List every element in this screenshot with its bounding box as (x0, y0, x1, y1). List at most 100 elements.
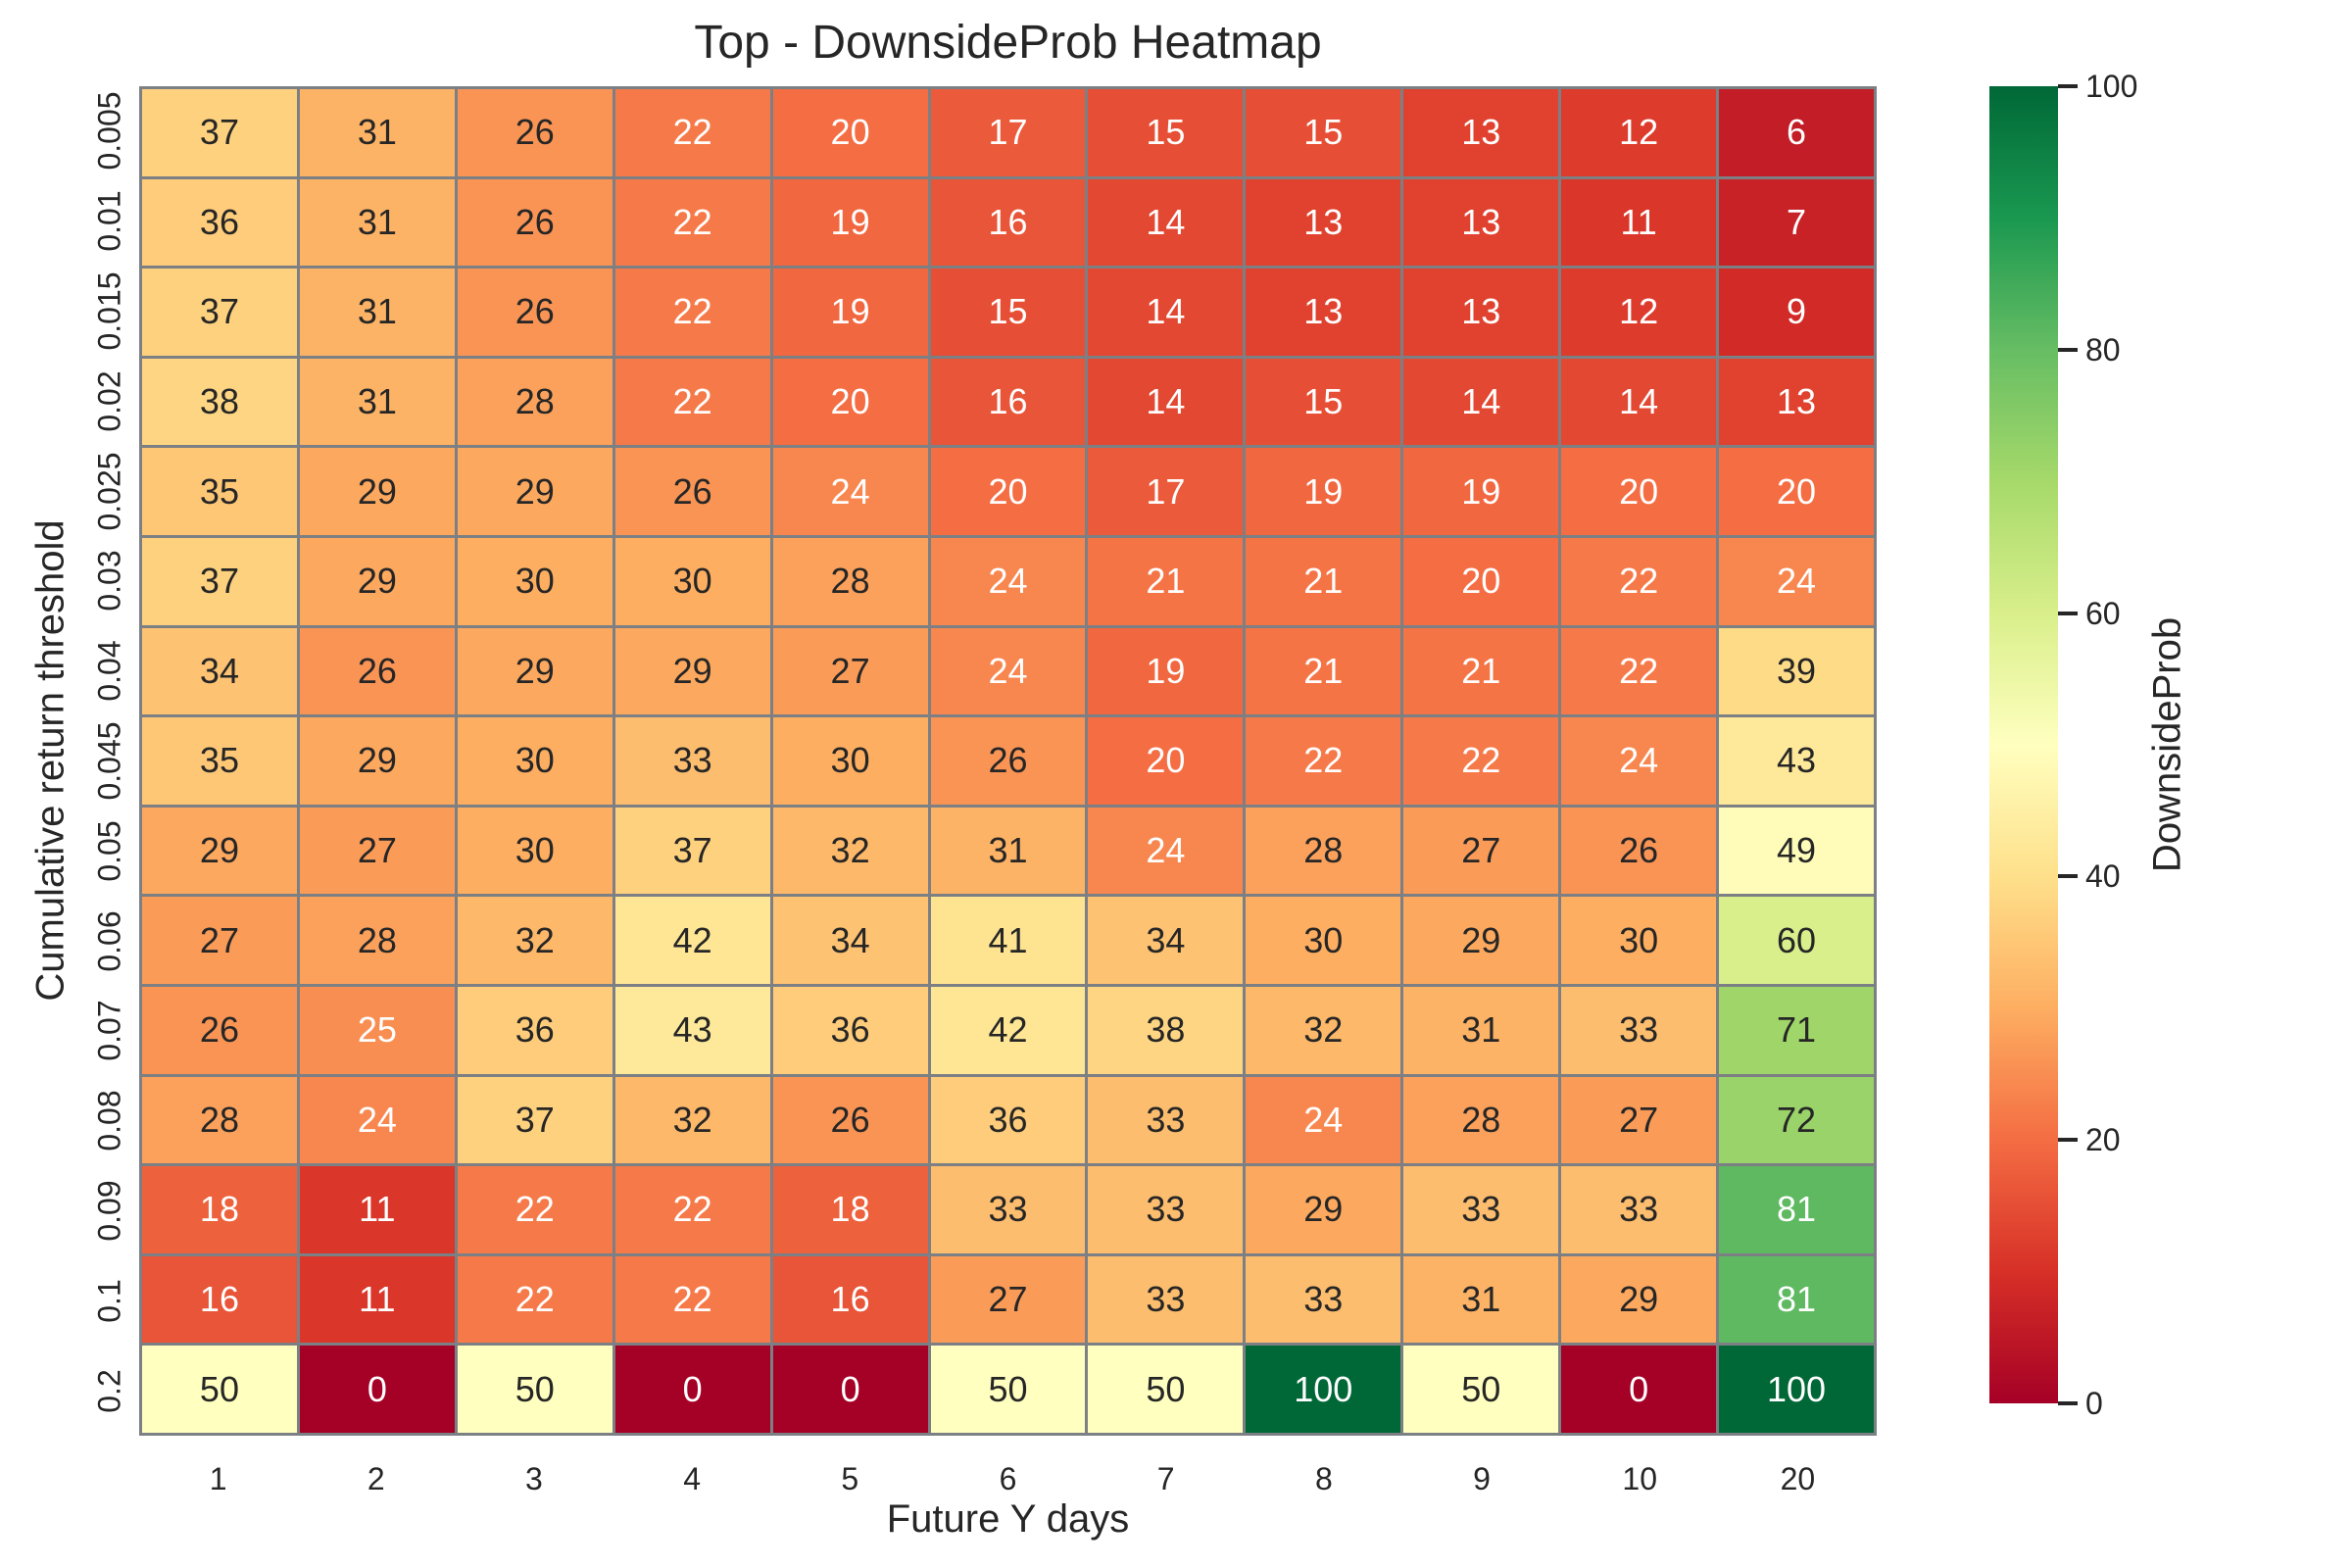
y-tick-label: 0.04 (91, 640, 127, 702)
colorbar-gradient (1989, 86, 2058, 1403)
heatmap-cell: 33 (1088, 1076, 1244, 1164)
y-tick-label: 0.09 (91, 1180, 127, 1242)
heatmap-cell: 20 (930, 448, 1086, 535)
heatmap-cell: 29 (457, 448, 612, 535)
heatmap-cell: 9 (1719, 269, 1874, 356)
colorbar-tick-label: 80 (2085, 331, 2121, 368)
heatmap-cell: 37 (142, 537, 297, 625)
colorbar-tick-mark (2058, 874, 2078, 879)
heatmap-cell: 0 (614, 1346, 770, 1433)
heatmap-cell: 31 (930, 807, 1086, 895)
x-tick-label: 7 (1156, 1461, 1175, 1496)
heatmap-cell: 21 (1246, 627, 1401, 715)
heatmap-cell: 19 (772, 269, 928, 356)
heatmap-cell: 19 (1246, 448, 1401, 535)
heatmap-cell: 21 (1403, 627, 1559, 715)
colorbar-tick-label: 0 (2085, 1386, 2103, 1421)
heatmap-cell: 37 (142, 269, 297, 356)
heatmap-cell: 20 (1088, 717, 1244, 805)
colorbar-tick-mark (2058, 347, 2078, 352)
heatmap-cell: 71 (1719, 986, 1874, 1074)
chart-title: Top - DownsideProb Heatmap (694, 17, 1322, 69)
heatmap-cell: 13 (1246, 269, 1401, 356)
heatmap-cell: 50 (142, 1346, 297, 1433)
heatmap-cell: 19 (1088, 627, 1244, 715)
heatmap-cell: 0 (1561, 1346, 1717, 1433)
heatmap-cell: 29 (457, 627, 612, 715)
heatmap-cell: 14 (1088, 178, 1244, 267)
heatmap-cell: 34 (1088, 897, 1244, 984)
heatmap-cell: 13 (1719, 358, 1874, 446)
heatmap-cell: 29 (1561, 1255, 1717, 1344)
heatmap-cell: 16 (930, 178, 1086, 267)
heatmap-cell: 20 (772, 358, 928, 446)
heatmap-cell: 29 (299, 537, 455, 625)
heatmap-cell: 100 (1719, 1346, 1874, 1433)
heatmap-cell: 30 (457, 537, 612, 625)
y-tick-label: 0.01 (91, 190, 127, 252)
y-tick-label: 0.1 (91, 1279, 127, 1323)
heatmap-cell: 26 (457, 178, 612, 267)
heatmap-cell: 27 (1403, 807, 1559, 895)
x-tick-label: 3 (525, 1461, 543, 1496)
heatmap-cell: 11 (1561, 178, 1717, 267)
heatmap-cell: 16 (772, 1255, 928, 1344)
heatmap-cell: 32 (614, 1076, 770, 1164)
heatmap-cell: 22 (1561, 537, 1717, 625)
heatmap-cell: 26 (614, 448, 770, 535)
heatmap-cell: 33 (1561, 986, 1717, 1074)
colorbar-tick-mark (2058, 1401, 2078, 1405)
heatmap-cell: 31 (299, 269, 455, 356)
heatmap-cell: 32 (772, 807, 928, 895)
heatmap-cell: 0 (299, 1346, 455, 1433)
heatmap-cell: 26 (142, 986, 297, 1074)
heatmap-cell: 15 (1088, 89, 1244, 176)
heatmap-cell: 7 (1719, 178, 1874, 267)
heatmap-cell: 33 (1088, 1255, 1244, 1344)
heatmap-cell: 24 (930, 627, 1086, 715)
heatmap-cell: 28 (1246, 807, 1401, 895)
y-tick-label: 0.03 (91, 550, 127, 612)
heatmap-cell: 19 (1403, 448, 1559, 535)
heatmap-cell: 30 (1561, 897, 1717, 984)
heatmap-cell: 43 (1719, 717, 1874, 805)
y-tick-label: 0.045 (91, 721, 127, 801)
heatmap-cell: 24 (1561, 717, 1717, 805)
x-tick-label: 1 (209, 1461, 227, 1496)
colorbar-tick-mark (2058, 611, 2078, 615)
heatmap-cell: 20 (1561, 448, 1717, 535)
y-tick-label: 0.025 (91, 452, 127, 531)
heatmap-cell: 30 (1246, 897, 1401, 984)
heatmap-cell: 13 (1403, 89, 1559, 176)
heatmap-cell: 32 (457, 897, 612, 984)
heatmap-cell: 25 (299, 986, 455, 1074)
x-tick-label: 4 (683, 1461, 702, 1496)
heatmap-cell: 26 (930, 717, 1086, 805)
heatmap-cell: 26 (299, 627, 455, 715)
colorbar: DownsideProb 0 20 40 60 80 100 (1989, 69, 2352, 1421)
heatmap-cell: 37 (457, 1076, 612, 1164)
heatmap-cell: 36 (457, 986, 612, 1074)
y-tick-label: 0.05 (91, 820, 127, 882)
heatmap-cell: 14 (1561, 358, 1717, 446)
colorbar-tick-label: 40 (2085, 858, 2121, 895)
heatmap-cell: 29 (299, 717, 455, 805)
heatmap-cell: 24 (1088, 807, 1244, 895)
heatmap-cell: 33 (1246, 1255, 1401, 1344)
heatmap-cell: 31 (299, 358, 455, 446)
heatmap-cell: 13 (1246, 178, 1401, 267)
heatmap-cell: 27 (772, 627, 928, 715)
heatmap-cell: 22 (614, 1166, 770, 1253)
y-tick-label: 0.005 (91, 91, 127, 171)
heatmap-cell: 29 (614, 627, 770, 715)
heatmap-cell: 50 (457, 1346, 612, 1433)
x-tick-label: 6 (999, 1461, 1017, 1496)
heatmap-cell: 27 (930, 1255, 1086, 1344)
heatmap-cell: 36 (142, 178, 297, 267)
y-tick-labels: 0.005 0.01 0.015 0.02 0.025 0.03 0.04 0.045 0.05… (71, 86, 131, 1436)
heatmap-cell: 50 (1403, 1346, 1559, 1433)
heatmap-cell: 22 (614, 269, 770, 356)
heatmap-cell: 49 (1719, 807, 1874, 895)
heatmap-cell: 30 (772, 717, 928, 805)
